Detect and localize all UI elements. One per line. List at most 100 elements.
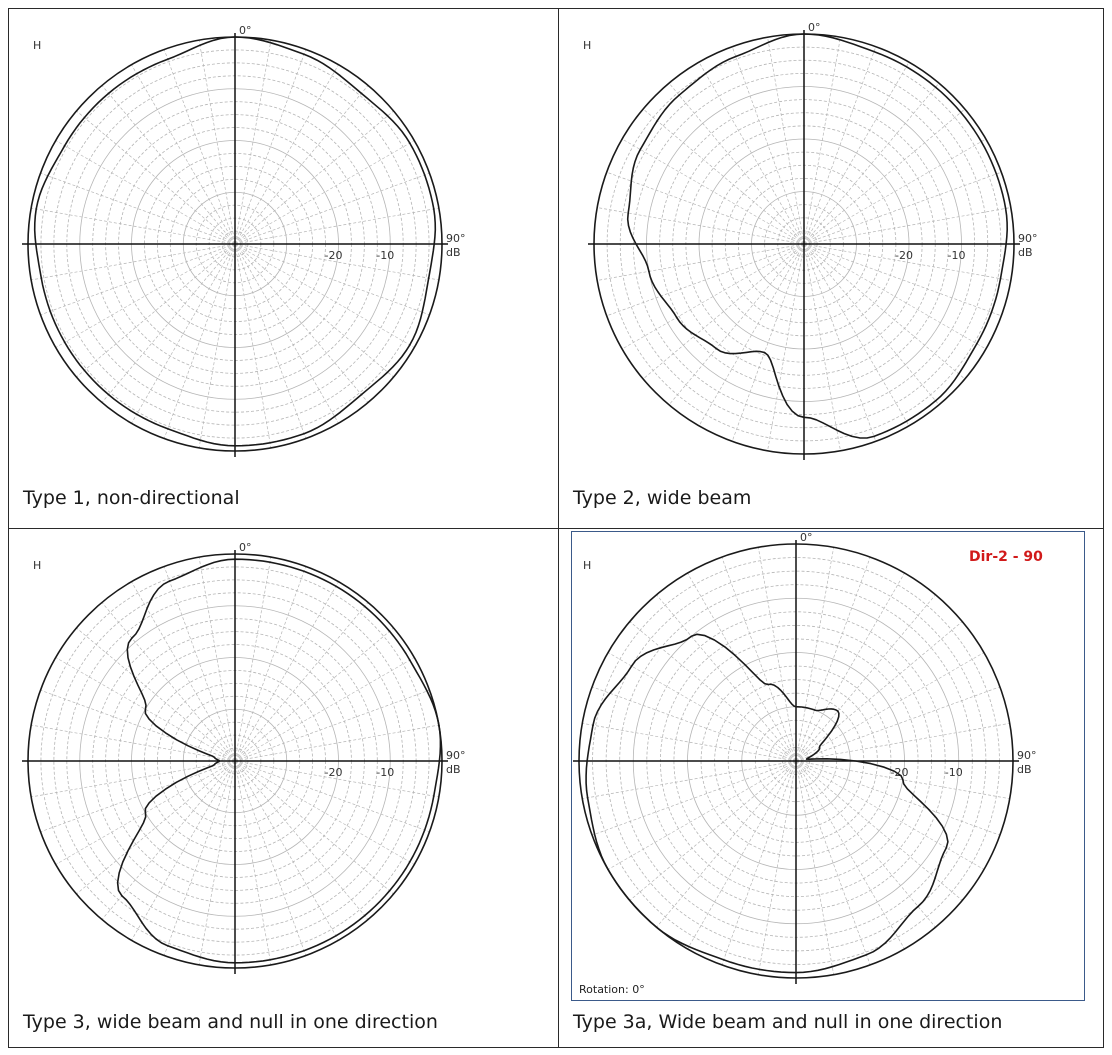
grid-spoke	[687, 760, 797, 950]
grid-spoke	[55, 760, 236, 865]
data-point	[795, 706, 797, 708]
chart-panel-type2: H 0° 90° dB -20 -10 Type 2, wide beam	[558, 8, 1104, 530]
data-point	[803, 33, 805, 35]
data-point	[303, 949, 305, 952]
grid-spoke	[163, 243, 236, 439]
grid-spoke	[234, 602, 369, 762]
data-point	[805, 758, 808, 760]
grid-spoke	[621, 138, 805, 245]
angle-label-0: 0°	[808, 21, 821, 34]
grid-spoke	[101, 760, 236, 920]
grid-spoke	[40, 243, 236, 316]
polar-plot: H 0° 90°dB -20 -10	[573, 531, 1037, 984]
grid-spoke	[198, 40, 236, 245]
grid-spoke	[234, 49, 307, 245]
ring-tick-label: -10	[376, 766, 394, 779]
grid-spoke	[234, 657, 415, 762]
grid-spoke	[795, 760, 1001, 836]
data-point	[63, 341, 66, 344]
grid-spoke	[795, 652, 985, 762]
data-point	[433, 208, 435, 210]
data-point	[303, 570, 305, 573]
polar-plot: H 0° 90°dB -20 -10	[22, 24, 466, 457]
grid-spoke	[234, 243, 369, 403]
data-point	[690, 635, 693, 638]
grid-spoke	[795, 722, 1010, 762]
grid-spoke	[795, 760, 963, 901]
grid-spoke	[721, 556, 797, 762]
grid-spoke	[101, 243, 236, 403]
grid-spoke	[234, 760, 369, 920]
data-point	[945, 847, 948, 849]
data-point	[630, 665, 633, 667]
data-point	[795, 971, 797, 974]
data-point	[234, 36, 236, 38]
grid-spoke	[31, 724, 236, 762]
grid-spoke	[642, 108, 805, 245]
grid-spoke	[76, 760, 236, 895]
grid-spoke	[234, 557, 272, 762]
grid-spoke	[621, 243, 805, 350]
grid-spoke	[163, 760, 236, 956]
panel-caption: Type 3a, Wide beam and null in one direc…	[573, 1011, 1003, 1033]
grid-spoke	[803, 46, 877, 245]
db-unit-label: dB	[446, 246, 461, 259]
data-point	[409, 659, 411, 661]
grid-spoke	[198, 760, 236, 965]
data-point	[166, 428, 169, 430]
grid-spoke	[234, 566, 307, 762]
data-point	[168, 580, 171, 582]
grid-spoke	[234, 140, 415, 245]
grid-spoke	[131, 760, 236, 941]
grid-spoke	[582, 722, 797, 762]
grid-spoke	[795, 556, 871, 762]
data-point	[107, 92, 110, 95]
chart-panel-type3a: H 0° 90° dB -20 -10 Dir-2 - 90 Rotation: 0° T…	[558, 528, 1104, 1048]
grid-spoke	[31, 207, 236, 245]
data-point	[121, 895, 123, 897]
grid-spoke	[131, 581, 236, 762]
grid-spoke	[234, 760, 394, 895]
db-unit-label: dB	[446, 763, 461, 776]
data-point	[40, 277, 43, 279]
data-point	[837, 710, 839, 712]
grid-spoke	[795, 760, 1010, 800]
grid-spoke	[234, 581, 339, 762]
data-point	[144, 708, 147, 711]
grid-spoke	[55, 657, 236, 762]
data-point	[409, 861, 411, 863]
grid-spoke	[101, 602, 236, 762]
grid-spoke	[163, 566, 236, 762]
data-point	[873, 435, 875, 438]
data-point	[803, 416, 805, 419]
chart-panel-type1: H 0° 90° dB -20 -10 Type 1, non-directional	[8, 8, 560, 530]
grid-spoke	[607, 760, 797, 870]
data-point	[107, 393, 110, 396]
grid-spoke	[582, 760, 797, 800]
grid-spoke	[198, 243, 236, 448]
data-point	[438, 724, 440, 726]
ring-tick-label: -10	[945, 766, 963, 779]
panel-caption: Type 1, non-directional	[23, 487, 240, 509]
data-point	[818, 746, 821, 749]
grid-spoke	[731, 243, 805, 442]
angle-label-90: 90°	[1017, 749, 1037, 762]
panel-caption: Type 3, wide beam and null in one direct…	[23, 1011, 438, 1033]
data-point	[234, 445, 236, 447]
grid-spoke	[795, 547, 835, 762]
data-point	[409, 344, 411, 346]
grid-spoke	[234, 64, 339, 245]
ring-tick-label: -10	[948, 249, 966, 262]
ring-tick-label: -20	[325, 249, 343, 262]
grid-spoke	[198, 557, 236, 762]
polar-plot: H 0° 90°dB -20 -10	[22, 541, 466, 974]
grid-spoke	[803, 138, 987, 245]
data-point	[715, 347, 718, 350]
data-point	[131, 637, 133, 639]
data-point	[934, 86, 937, 88]
data-point	[917, 905, 919, 908]
ring-tick-label: -20	[891, 766, 909, 779]
data-point	[409, 142, 411, 144]
data-point	[873, 50, 875, 53]
grid-spoke	[76, 627, 236, 762]
